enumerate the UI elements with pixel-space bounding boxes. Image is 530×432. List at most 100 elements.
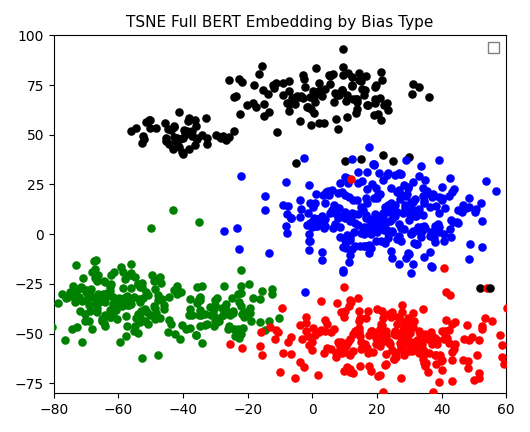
Point — [442, 289, 450, 296]
Point — [101, 298, 110, 305]
Point — [339, 71, 347, 78]
Point — [157, 280, 165, 286]
Point — [332, 354, 340, 361]
Point — [212, 131, 220, 138]
Point — [345, 259, 354, 266]
Point — [252, 103, 260, 110]
Point — [388, 205, 397, 212]
Point — [48, 324, 56, 331]
Point — [87, 325, 96, 332]
Point — [414, 83, 423, 90]
Point — [396, 238, 405, 245]
Point — [296, 118, 304, 124]
Point — [338, 87, 347, 94]
Point — [377, 68, 386, 75]
Point — [343, 175, 351, 181]
Point — [405, 348, 413, 355]
Point — [406, 208, 414, 215]
Point — [198, 132, 206, 139]
Point — [342, 343, 351, 349]
Point — [367, 181, 376, 187]
Point — [279, 349, 288, 356]
Point — [75, 294, 83, 301]
Point — [346, 335, 355, 342]
Point — [210, 318, 219, 324]
Point — [260, 113, 269, 120]
Point — [188, 132, 197, 139]
Point — [237, 330, 245, 337]
Point — [272, 327, 280, 334]
Point — [436, 351, 445, 358]
Point — [459, 356, 467, 363]
Point — [326, 210, 334, 217]
Point — [395, 191, 404, 197]
Point — [374, 372, 382, 379]
Point — [197, 311, 205, 318]
Point — [122, 292, 131, 299]
Point — [381, 239, 390, 246]
Point — [314, 328, 323, 335]
Point — [372, 184, 381, 191]
Point — [466, 241, 474, 248]
Point — [379, 151, 387, 158]
Point — [373, 229, 381, 235]
Point — [125, 299, 134, 305]
Point — [73, 296, 81, 303]
Point — [349, 196, 357, 203]
Point — [219, 311, 227, 318]
Point — [476, 284, 484, 291]
Point — [467, 334, 476, 340]
Point — [110, 269, 119, 276]
Point — [316, 87, 324, 94]
Point — [321, 327, 329, 334]
Point — [276, 368, 284, 375]
Point — [417, 224, 425, 231]
Point — [386, 185, 395, 192]
Point — [376, 216, 385, 223]
Point — [171, 331, 180, 338]
Point — [492, 187, 500, 194]
Point — [410, 340, 419, 346]
Point — [419, 211, 428, 218]
Point — [303, 222, 312, 229]
Point — [340, 157, 349, 164]
Point — [446, 226, 455, 232]
Point — [316, 326, 325, 333]
Point — [285, 77, 294, 84]
Point — [439, 329, 448, 336]
Point — [137, 307, 145, 314]
Point — [413, 336, 421, 343]
Point — [382, 327, 391, 334]
Point — [338, 86, 346, 93]
Point — [109, 300, 118, 307]
Point — [229, 93, 238, 100]
Point — [307, 105, 315, 112]
Point — [338, 346, 347, 353]
Point — [90, 257, 98, 264]
Point — [390, 355, 399, 362]
Point — [170, 124, 179, 131]
Point — [448, 378, 456, 384]
Point — [411, 212, 420, 219]
Point — [260, 101, 268, 108]
Point — [322, 321, 331, 327]
Point — [440, 205, 449, 212]
Point — [347, 82, 356, 89]
Point — [370, 95, 379, 102]
Point — [287, 334, 295, 340]
Point — [438, 367, 446, 374]
Point — [403, 191, 412, 197]
Point — [363, 169, 371, 176]
Point — [406, 330, 414, 337]
Point — [269, 81, 278, 88]
Point — [107, 272, 116, 279]
Point — [354, 180, 362, 187]
Point — [309, 204, 317, 211]
Point — [370, 210, 379, 217]
Point — [324, 190, 332, 197]
Point — [330, 326, 339, 333]
Point — [126, 272, 135, 279]
Point — [306, 237, 314, 244]
Point — [341, 191, 349, 198]
Point — [337, 338, 346, 345]
